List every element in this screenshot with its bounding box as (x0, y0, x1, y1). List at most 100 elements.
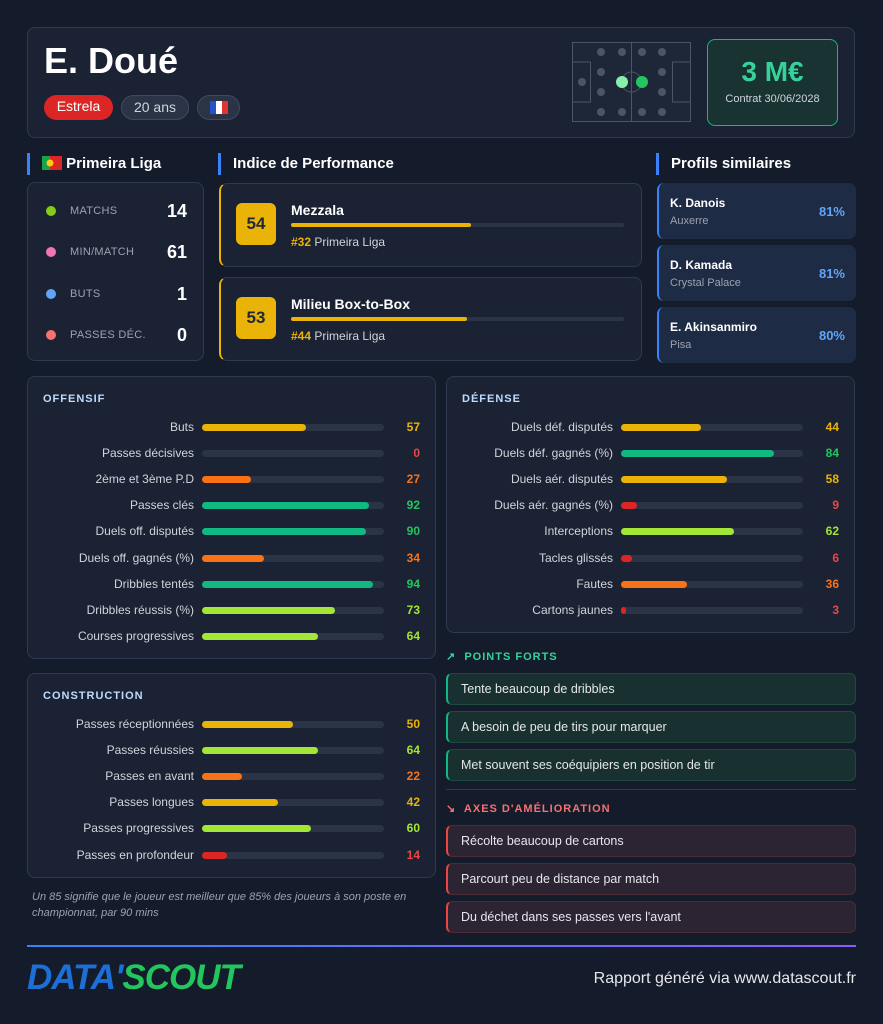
performance-title: Indice de Performance (218, 153, 394, 175)
profile-bar (291, 223, 471, 227)
similar-match: 81% (818, 266, 845, 281)
row-bar (621, 424, 702, 431)
row-bar (202, 799, 279, 807)
row-label: Courses progressives (77, 628, 194, 643)
row-track (202, 502, 384, 510)
row-label: Passes clés (129, 498, 194, 513)
row-track (621, 476, 803, 484)
stat-value: 14 (166, 201, 187, 221)
league-card (27, 182, 204, 361)
block-title: OFFENSIF (43, 393, 106, 405)
row-bar (621, 450, 774, 458)
row-value: 62 (825, 524, 839, 539)
row-value: 60 (406, 821, 420, 836)
stat-value: 61 (166, 242, 187, 263)
strengths-header: ↗ POINTS FORTS (446, 651, 558, 663)
row-label: Passes décisives (101, 446, 194, 461)
row-track (202, 580, 384, 588)
profile-track (291, 223, 624, 227)
player-name: E. Doué (44, 40, 179, 81)
profile-rank: #44 Primeira Liga (291, 329, 385, 343)
row-value: 90 (406, 524, 420, 539)
row-label: Tacles glissés (538, 550, 613, 565)
row-label: Interceptions (544, 524, 613, 539)
row-bar (621, 476, 727, 484)
similar-club: Pisa (670, 339, 692, 351)
value-box: 3 M€ Contrat 30/06/2028 (707, 39, 838, 126)
row-bar (202, 851, 228, 859)
stat-icon (46, 206, 56, 216)
improvements-header: ↘ AXES D'AMÉLIORATION (446, 803, 611, 815)
block-title: DÉFENSE (462, 393, 521, 405)
row-bar (202, 747, 319, 755)
row-label: Passes longues (109, 795, 194, 810)
stat-label: BUTS (70, 287, 101, 300)
row-label: Duels déf. disputés (510, 420, 613, 434)
row-track (621, 424, 803, 431)
stat-label: MATCHS (70, 205, 118, 217)
row-value: 42 (406, 795, 420, 810)
similar-name: K. Danois (670, 196, 726, 210)
row-bar (202, 554, 264, 562)
row-value: 3 (832, 602, 839, 617)
row-bar (202, 632, 319, 640)
improvements-title: AXES D'AMÉLIORATION (463, 803, 611, 815)
flag-badge (197, 95, 240, 120)
rank-league: Primeira Liga (314, 329, 386, 343)
row-value: 94 (406, 576, 420, 591)
similar-title: Profils similaires (656, 153, 791, 175)
block-title: CONSTRUCTION (43, 690, 144, 702)
row-value: 58 (825, 472, 839, 487)
footer-text: Rapport généré via www.datascout.fr (593, 970, 856, 987)
similar-match: 80% (818, 328, 845, 343)
row-label: Dribbles tentés (113, 576, 194, 591)
row-bar (202, 502, 370, 510)
logo-left: DATA' (27, 958, 123, 997)
row-label: Fautes (576, 576, 613, 591)
row-track (621, 606, 803, 614)
similar-name: E. Akinsanmiro (670, 320, 757, 334)
row-track (621, 554, 803, 562)
divider (446, 789, 856, 790)
row-value: 14 (406, 847, 420, 862)
row-track (202, 528, 384, 536)
logo: DATA'SCOUT (27, 958, 241, 998)
rank-league: Primeira Liga (314, 235, 386, 249)
profile-role: Milieu Box-to-Box (291, 296, 410, 312)
row-track (202, 606, 384, 614)
rank: #32 (291, 235, 312, 249)
row-bar (202, 528, 366, 536)
logo-right: SCOUT (122, 958, 240, 997)
row-bar (202, 721, 293, 728)
row-value: 73 (406, 602, 420, 617)
row-label: Duels off. disputés (95, 524, 194, 539)
row-track (202, 825, 384, 833)
row-value: 9 (832, 498, 839, 513)
row-value: 44 (825, 420, 839, 434)
row-value: 64 (406, 628, 420, 643)
row-value: 36 (825, 576, 839, 591)
strength-item: Tente beaucoup de dribbles (446, 673, 856, 705)
row-bar (621, 528, 734, 536)
row-bar (621, 554, 632, 562)
row-track (202, 799, 384, 807)
age-badge: 20 ans (121, 95, 189, 120)
row-value: 57 (406, 420, 420, 434)
similar-card (657, 183, 856, 239)
row-value: 22 (406, 769, 420, 784)
row-track (202, 773, 384, 781)
row-track (621, 580, 803, 588)
row-track (202, 424, 384, 431)
similar-card (657, 307, 856, 363)
profile-role: Mezzala (291, 202, 344, 218)
stat-icon (46, 288, 56, 299)
row-track (202, 554, 384, 562)
row-bar (202, 825, 312, 833)
contract: Contrat 30/06/2028 (725, 93, 820, 105)
market-value: 3 M€ (741, 56, 804, 87)
row-bar (621, 606, 627, 614)
row-label: Duels aér. gagnés (%) (494, 498, 613, 513)
stat-value: 0 (176, 324, 187, 345)
profile-score: 54 (236, 203, 276, 245)
